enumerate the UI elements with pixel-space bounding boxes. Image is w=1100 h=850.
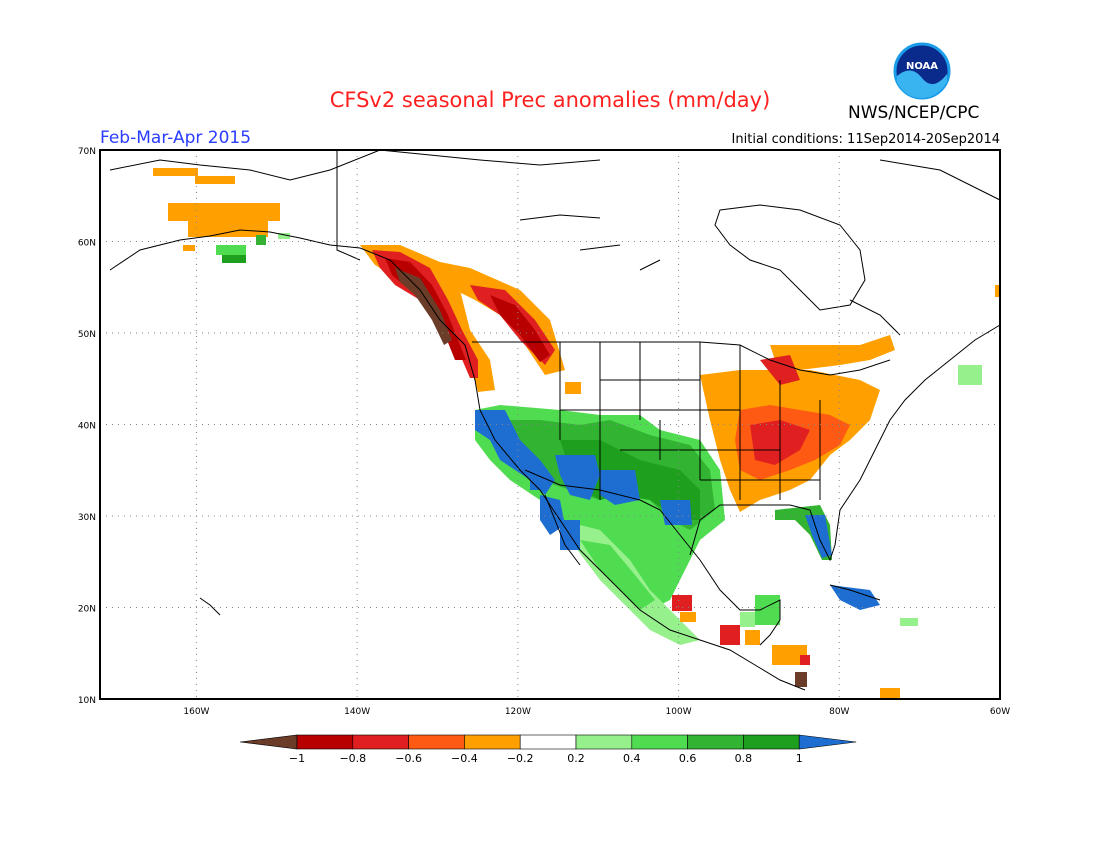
colorbar-label: 0.2 bbox=[567, 752, 585, 765]
lon-tick-label: 80W bbox=[829, 707, 849, 717]
lat-tick-label: 40N bbox=[78, 422, 96, 432]
colorbar-label: −0.4 bbox=[451, 752, 478, 765]
lon-tick-label: 100W bbox=[666, 707, 692, 717]
coastline-layer bbox=[109, 149, 1001, 691]
colorbar-label: −0.2 bbox=[507, 752, 534, 765]
noaa-logo-icon: NOAA bbox=[893, 42, 951, 100]
colorbar-labels: −1 −0.8 −0.6 −0.4 −0.2 0.2 0.4 0.6 0.8 1 bbox=[289, 752, 803, 765]
colorbar-label: −0.6 bbox=[395, 752, 422, 765]
colorbar-label: 1 bbox=[796, 752, 803, 765]
colorbar-segment bbox=[631, 734, 688, 750]
lon-tick-label: 140W bbox=[344, 707, 370, 717]
lon-tick-label: 60W bbox=[990, 707, 1010, 717]
colorbar-segment bbox=[687, 734, 744, 750]
lat-tick-label: 20N bbox=[78, 605, 96, 615]
colorbar-segment bbox=[296, 734, 354, 750]
colorbar-segment bbox=[408, 734, 465, 750]
latitude-labels: 70N 60N 50N 40N 30N 20N 10N bbox=[78, 147, 96, 706]
grid-lines bbox=[100, 150, 1000, 699]
season-label: Feb-Mar-Apr 2015 bbox=[100, 128, 252, 148]
agency-label: NWS/NCEP/CPC bbox=[848, 103, 980, 123]
colorbar-segment bbox=[743, 734, 800, 750]
anomaly-layer bbox=[153, 168, 1001, 698]
map-frame bbox=[99, 149, 1001, 700]
colorbar-label: 0.6 bbox=[679, 752, 697, 765]
colorbar-segment bbox=[575, 734, 633, 750]
colorbar bbox=[239, 734, 857, 750]
initial-conditions-label: Initial conditions: 11Sep2014-20Sep2014 bbox=[731, 132, 1000, 147]
colorbar-segment bbox=[519, 734, 577, 750]
lat-tick-label: 70N bbox=[78, 147, 96, 157]
colorbar-label: −0.8 bbox=[339, 752, 366, 765]
lon-tick-label: 160W bbox=[183, 707, 209, 717]
lat-tick-label: 30N bbox=[78, 513, 96, 523]
colorbar-label: 0.8 bbox=[735, 752, 753, 765]
lat-tick-label: 10N bbox=[78, 696, 96, 706]
colorbar-label: 0.4 bbox=[623, 752, 641, 765]
colorbar-segment bbox=[464, 734, 521, 750]
colorbar-segment bbox=[352, 734, 409, 750]
lon-tick-label: 120W bbox=[505, 707, 531, 717]
logo-text: NOAA bbox=[906, 61, 938, 72]
lat-tick-label: 60N bbox=[78, 239, 96, 249]
colorbar-max-arrow bbox=[798, 734, 857, 750]
lat-tick-label: 50N bbox=[78, 330, 96, 340]
map-title: CFSv2 seasonal Prec anomalies (mm/day) bbox=[329, 88, 771, 112]
colorbar-min-arrow bbox=[239, 734, 298, 750]
colorbar-label: −1 bbox=[289, 752, 305, 765]
longitude-labels: 160W 140W 120W 100W 80W 60W bbox=[183, 707, 1010, 717]
